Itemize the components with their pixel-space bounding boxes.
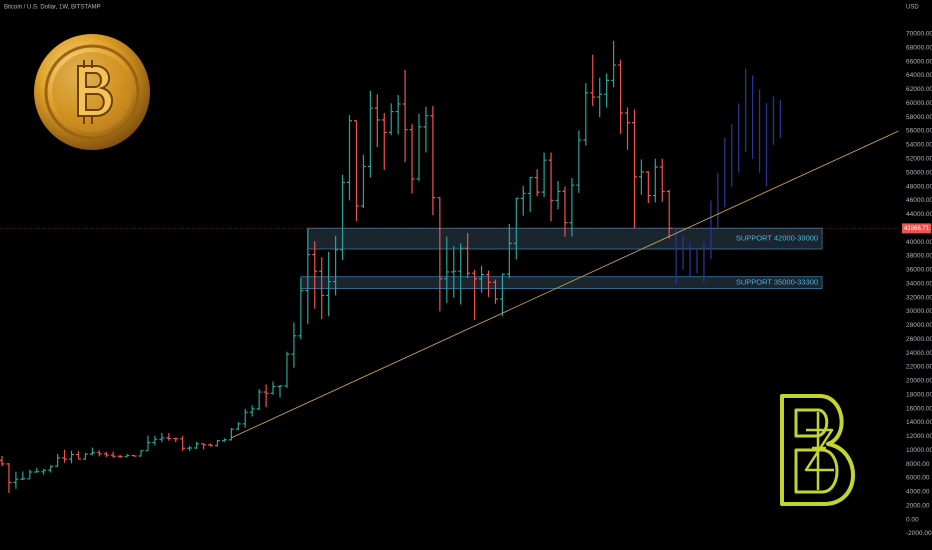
y-tick-label: 40000.00: [906, 239, 932, 246]
y-tick-label: 52000.00: [906, 156, 932, 163]
y-tick-label: 68000.00: [906, 44, 932, 51]
y-tick-label: 36000.00: [906, 267, 932, 274]
y-tick-label: 4000.00: [906, 489, 930, 496]
zone-label: SUPPORT 42000-39000: [736, 234, 818, 243]
plot-area: SUPPORT 42000-39000 SUPPORT 35000-33300: [0, 40, 900, 493]
brand-logo: [780, 394, 855, 506]
y-tick-label: 70000.00: [906, 31, 932, 38]
y-tick-label: 54000.00: [906, 142, 932, 149]
y-tick-label: 66000.00: [906, 58, 932, 65]
y-tick-label: 8000.00: [906, 461, 930, 468]
bitcoin-coin: [34, 34, 150, 150]
y-tick-label: 28000.00: [906, 322, 932, 329]
y-tick-label: 56000.00: [906, 128, 932, 135]
y-tick-label: 22000.00: [906, 364, 932, 371]
y-tick-label: 16000.00: [906, 405, 932, 412]
price-axis: -2000.00 0.00 2000.00 4000.00 6000.00 8000.00…: [902, 31, 932, 537]
y-tick-label: 26000.00: [906, 336, 932, 343]
y-tick-label: 48000.00: [906, 183, 932, 190]
y-tick-label: 12000.00: [906, 433, 932, 440]
y-tick-label: 18000.00: [906, 391, 932, 398]
y-tick-label: 24000.00: [906, 350, 932, 357]
y-tick-label: 34000.00: [906, 280, 932, 287]
y-tick-label: 0.00: [906, 516, 919, 523]
y-tick-label: 58000.00: [906, 114, 932, 121]
y-tick-label: 10000.00: [906, 447, 932, 454]
chart-title: Bitcoin / U.S. Dollar, 1W, BITSTAMP: [4, 5, 101, 11]
y-tick-label: 50000.00: [906, 169, 932, 176]
y-tick-label: 64000.00: [906, 72, 932, 79]
y-tick-label: 2000.00: [906, 502, 930, 509]
y-tick-label: 38000.00: [906, 253, 932, 260]
y-tick-label: 60000.00: [906, 100, 932, 107]
y-tick-label: 32000.00: [906, 294, 932, 301]
zone-label: SUPPORT 35000-33300: [736, 278, 818, 287]
y-tick-label: 44000.00: [906, 211, 932, 218]
last-price-tag: [902, 223, 931, 234]
y-axis-unit: USD: [906, 5, 919, 11]
last-price-label: 41966.71: [904, 226, 930, 232]
y-tick-label: 14000.00: [906, 419, 932, 426]
y-tick-label: -2000.00: [906, 530, 932, 537]
y-tick-label: 6000.00: [906, 475, 930, 482]
y-tick-label: 20000.00: [906, 378, 932, 385]
y-tick-label: 30000.00: [906, 308, 932, 315]
y-tick-label: 62000.00: [906, 86, 932, 93]
y-tick-label: 46000.00: [906, 197, 932, 204]
trendline: [231, 130, 899, 439]
